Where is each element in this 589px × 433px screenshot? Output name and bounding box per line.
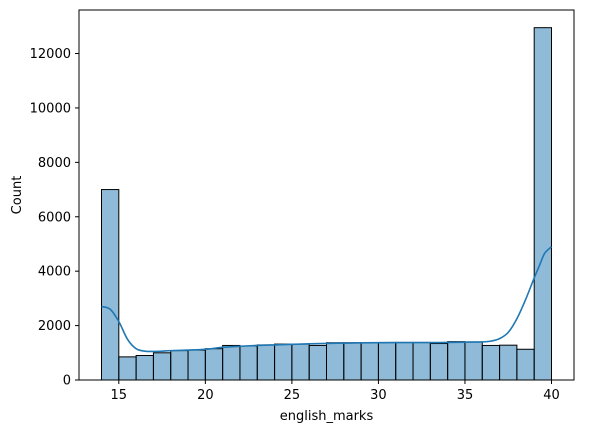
x-tick-label: 30 <box>370 388 387 403</box>
y-tick-label: 0 <box>63 374 71 389</box>
x-tick-label: 20 <box>197 388 214 403</box>
histogram-bar <box>429 343 449 381</box>
y-tick-label: 8000 <box>38 156 71 171</box>
x-axis-ticks: 15 20 25 30 35 40 <box>111 380 560 403</box>
histogram-bar <box>377 341 397 381</box>
histogram-bar <box>222 344 241 381</box>
histogram-bar <box>464 341 483 381</box>
histogram-bar <box>499 344 518 381</box>
histogram-bar <box>170 350 189 381</box>
plot-area-frame <box>78 9 575 381</box>
histogram-bar <box>135 355 154 381</box>
histogram-bar <box>343 342 362 381</box>
histogram-bar <box>256 344 276 381</box>
histogram-bar <box>152 352 172 381</box>
histogram-bar <box>412 341 431 381</box>
y-tick-label: 2000 <box>38 319 71 334</box>
histogram-bars <box>101 27 553 381</box>
histogram-bar <box>187 349 206 381</box>
histogram-bar <box>118 356 137 381</box>
histogram-bar <box>291 343 310 381</box>
histogram-bar <box>101 189 120 381</box>
histogram-bar <box>326 342 345 381</box>
x-axis-label: english_marks <box>280 409 374 424</box>
histogram-bar <box>204 348 224 381</box>
x-tick-label: 35 <box>457 388 474 403</box>
x-tick-label: 40 <box>543 388 560 403</box>
y-axis-label: Count <box>10 176 25 215</box>
histogram-bar <box>533 27 553 381</box>
y-tick-label: 6000 <box>38 210 71 225</box>
kde-curve <box>101 246 553 353</box>
x-tick-label: 25 <box>284 388 301 403</box>
y-tick-label: 4000 <box>38 265 71 280</box>
y-axis-ticks: 0 2000 4000 6000 8000 10000 12000 <box>30 47 79 389</box>
x-tick-label: 15 <box>111 388 128 403</box>
histogram-bar <box>308 344 328 381</box>
histogram-bar <box>481 344 501 381</box>
histogram-bar <box>516 348 535 381</box>
histogram-bar <box>395 341 414 381</box>
y-tick-label: 10000 <box>30 101 71 116</box>
histogram-bar <box>239 345 258 381</box>
histogram-bar <box>447 341 466 381</box>
y-tick-label: 12000 <box>30 47 71 62</box>
histogram-bar <box>274 343 293 381</box>
histogram-bar <box>360 342 379 381</box>
